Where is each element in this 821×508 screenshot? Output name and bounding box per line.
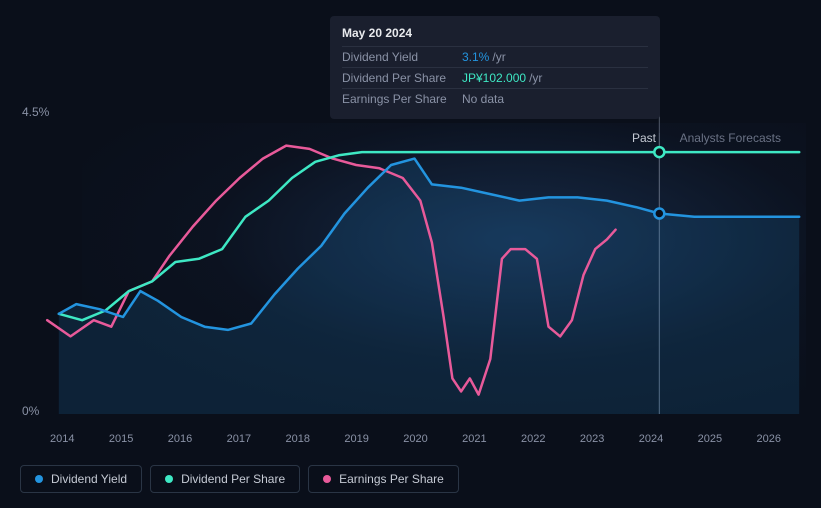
legend-dot-icon: [165, 475, 173, 483]
tooltip-row-value: JP¥102.000: [462, 71, 526, 85]
chart-svg: [20, 105, 806, 438]
tooltip-row-label: Dividend Yield: [342, 50, 462, 64]
tooltip-row: Dividend Per ShareJP¥102.000/yr: [342, 67, 648, 88]
tooltip-row: Dividend Yield3.1%/yr: [342, 46, 648, 67]
x-axis-tick: 2021: [462, 433, 486, 445]
x-axis: 2014 2015 2016 2017 2018 2019 2020 2021 2022 2023…: [20, 433, 806, 445]
x-axis-tick: 2016: [168, 433, 192, 445]
tooltip-row-unit: /yr: [529, 71, 542, 85]
chart-area[interactable]: 4.5% 0% Past Analysts Forecasts: [20, 105, 806, 438]
legend-label: Earnings Per Share: [339, 472, 444, 486]
x-axis-tick: 2019: [344, 433, 368, 445]
tooltip-row-unit: /yr: [492, 50, 505, 64]
x-axis-tick: 2025: [698, 433, 722, 445]
x-axis-tick: 2026: [757, 433, 781, 445]
x-axis-tick: 2014: [50, 433, 74, 445]
legend-label: Dividend Yield: [51, 472, 127, 486]
tooltip-row-label: Earnings Per Share: [342, 92, 462, 106]
x-axis-tick: 2017: [227, 433, 251, 445]
tooltip-date: May 20 2024: [342, 26, 648, 40]
tooltip-rows: Dividend Yield3.1%/yrDividend Per ShareJ…: [342, 46, 648, 109]
legend-item[interactable]: Dividend Yield: [20, 465, 142, 493]
tooltip-row-label: Dividend Per Share: [342, 71, 462, 85]
legend-dot-icon: [323, 475, 331, 483]
tooltip-row-value: 3.1%: [462, 50, 489, 64]
tooltip-row-value: No data: [462, 92, 504, 106]
legend-item[interactable]: Earnings Per Share: [308, 465, 459, 493]
x-axis-tick: 2024: [639, 433, 663, 445]
x-axis-tick: 2015: [109, 433, 133, 445]
tooltip-row: Earnings Per ShareNo data: [342, 88, 648, 109]
legend-label: Dividend Per Share: [181, 472, 285, 486]
x-axis-tick: 2023: [580, 433, 604, 445]
legend: Dividend Yield Dividend Per Share Earnings…: [20, 465, 459, 493]
chart-tooltip: May 20 2024 Dividend Yield3.1%/yrDividen…: [330, 16, 660, 119]
x-axis-tick: 2018: [286, 433, 310, 445]
legend-dot-icon: [35, 475, 43, 483]
x-axis-tick: 2020: [403, 433, 427, 445]
x-axis-tick: 2022: [521, 433, 545, 445]
legend-item[interactable]: Dividend Per Share: [150, 465, 300, 493]
